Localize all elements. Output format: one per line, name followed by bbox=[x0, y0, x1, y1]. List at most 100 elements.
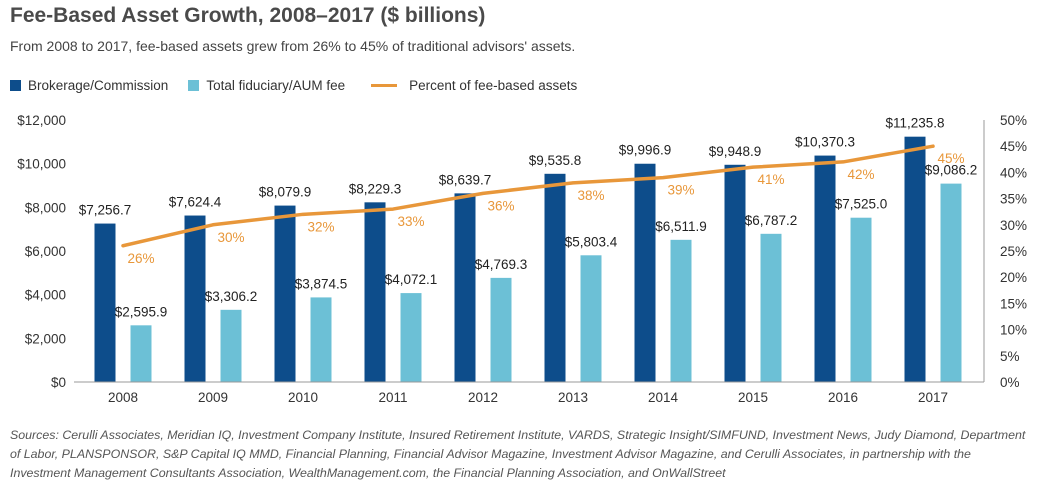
x-tick-label: 2009 bbox=[198, 390, 228, 405]
data-label-fiduciary: $6,511.9 bbox=[655, 219, 707, 234]
y2-tick-label: 30% bbox=[1000, 218, 1027, 233]
line-point-percent bbox=[301, 212, 305, 216]
legend-swatch-percent bbox=[371, 83, 398, 87]
data-label-fiduciary: $6,787.2 bbox=[745, 213, 798, 228]
line-point-percent bbox=[751, 165, 755, 169]
bar-brokerage bbox=[184, 215, 206, 382]
bar-fiduciary bbox=[400, 293, 422, 382]
series-line-percent bbox=[121, 144, 935, 248]
bar-brokerage bbox=[364, 202, 386, 382]
data-label-fiduciary: $7,525.0 bbox=[835, 197, 888, 212]
data-label-percent: 30% bbox=[217, 230, 244, 245]
y2-tick-label: 5% bbox=[1000, 349, 1020, 364]
data-label-fiduciary: $2,595.9 bbox=[115, 304, 168, 319]
bar-fiduciary bbox=[220, 309, 242, 382]
bar-brokerage bbox=[814, 155, 836, 382]
data-label-fiduciary: $3,306.2 bbox=[205, 289, 258, 304]
line-point-percent bbox=[841, 160, 845, 164]
y2-tick-label: 20% bbox=[1000, 270, 1027, 285]
sources-note: Sources: Cerulli Associates, Meridian IQ… bbox=[10, 428, 1026, 480]
data-label-percent: 33% bbox=[397, 214, 424, 229]
data-label-fiduciary: $5,803.4 bbox=[565, 234, 618, 249]
data-label-brokerage: $8,079.9 bbox=[259, 185, 312, 200]
data-label-fiduciary: $9,086.2 bbox=[925, 163, 978, 178]
bar-brokerage bbox=[724, 164, 746, 382]
bar-fiduciary bbox=[760, 233, 782, 382]
chart-title: Fee-Based Asset Growth, 2008–2017 ($ bil… bbox=[10, 4, 486, 27]
x-tick-label: 2014 bbox=[648, 390, 679, 405]
data-label-fiduciary: $4,072.1 bbox=[385, 272, 438, 287]
line-point-percent bbox=[211, 223, 215, 227]
y2-tick-label: 10% bbox=[1000, 323, 1027, 338]
data-label-brokerage: $11,235.8 bbox=[885, 116, 944, 131]
y-tick-label: $10,000 bbox=[17, 157, 66, 172]
y2-tick-label: 40% bbox=[1000, 165, 1027, 180]
bar-brokerage bbox=[544, 173, 566, 382]
data-label-percent: 26% bbox=[127, 251, 154, 266]
y-tick-label: $8,000 bbox=[25, 200, 66, 215]
bar-fiduciary bbox=[310, 297, 332, 382]
bar-brokerage bbox=[454, 193, 476, 382]
y2-tick-label: 25% bbox=[1000, 244, 1027, 259]
y-tick-label: $6,000 bbox=[25, 244, 66, 259]
x-tick-label: 2008 bbox=[108, 390, 138, 405]
legend-item-fiduciary: Total fiduciary/AUM fee bbox=[188, 78, 345, 93]
line-point-percent bbox=[121, 244, 125, 248]
data-label-brokerage: $9,535.8 bbox=[529, 153, 582, 168]
x-tick-label: 2016 bbox=[828, 390, 858, 405]
bar-brokerage bbox=[274, 205, 296, 382]
legend-item-percent: Percent of fee-based assets bbox=[371, 78, 577, 93]
chart-legend: Brokerage/Commission Total fiduciary/AUM… bbox=[10, 75, 577, 95]
line-point-percent bbox=[481, 191, 485, 195]
data-label-percent: 42% bbox=[847, 167, 874, 182]
bar-fiduciary bbox=[940, 183, 962, 382]
x-tick-label: 2012 bbox=[468, 390, 498, 405]
data-label-fiduciary: $3,874.5 bbox=[295, 276, 348, 291]
data-label-brokerage: $10,370.3 bbox=[795, 135, 855, 150]
line-point-percent bbox=[931, 144, 935, 148]
bar-fiduciary bbox=[490, 277, 512, 382]
bar-fiduciary bbox=[670, 239, 692, 382]
data-label-percent: 41% bbox=[757, 172, 784, 187]
bar-fiduciary bbox=[130, 325, 152, 382]
legend-swatch-brokerage bbox=[10, 79, 21, 91]
x-tick-label: 2011 bbox=[378, 390, 407, 405]
bar-brokerage bbox=[94, 223, 116, 382]
x-tick-label: 2017 bbox=[918, 390, 948, 405]
legend-swatch-fiduciary bbox=[188, 79, 200, 91]
y2-tick-label: 35% bbox=[1000, 192, 1027, 207]
bar-brokerage bbox=[634, 163, 656, 382]
data-label-brokerage: $7,256.7 bbox=[79, 203, 132, 218]
data-label-percent: 38% bbox=[577, 188, 604, 203]
x-tick-label: 2015 bbox=[738, 390, 768, 405]
data-label-brokerage: $8,639.7 bbox=[439, 172, 492, 187]
x-tick-label: 2013 bbox=[558, 390, 588, 405]
y-tick-label: $0 bbox=[51, 375, 66, 390]
bar-brokerage bbox=[904, 136, 926, 382]
legend-label-fiduciary: Total fiduciary/AUM fee bbox=[206, 77, 346, 93]
data-label-brokerage: $9,948.9 bbox=[709, 144, 762, 159]
chart-plot: $0 $2,000 $4,000 $6,000 $8,000 $10,000 $12,000… bbox=[17, 113, 1027, 405]
legend-label-percent: Percent of fee-based assets bbox=[409, 77, 578, 93]
y2-tick-label: 15% bbox=[1000, 296, 1027, 311]
bar-fiduciary bbox=[580, 255, 602, 382]
data-label-percent: 36% bbox=[487, 198, 514, 213]
data-label-brokerage: $8,229.3 bbox=[349, 181, 402, 196]
line-point-percent bbox=[391, 207, 395, 211]
data-label-percent: 45% bbox=[937, 151, 964, 166]
data-label-fiduciary: $4,769.3 bbox=[475, 257, 528, 272]
y2-tick-label: 0% bbox=[1000, 375, 1020, 390]
data-label-brokerage: $7,624.4 bbox=[169, 195, 222, 210]
line-point-percent bbox=[661, 176, 665, 180]
legend-item-brokerage: Brokerage/Commission bbox=[10, 78, 168, 93]
chart-subtitle: From 2008 to 2017, fee-based assets grew… bbox=[10, 38, 576, 54]
x-tick-label: 2010 bbox=[288, 390, 318, 405]
data-label-brokerage: $9,996.9 bbox=[619, 143, 672, 158]
data-label-percent: 32% bbox=[307, 219, 334, 234]
legend-label-brokerage: Brokerage/Commission bbox=[28, 77, 169, 93]
y2-tick-label: 50% bbox=[1000, 113, 1027, 128]
data-label-percent: 39% bbox=[667, 183, 694, 198]
y2-tick-label: 45% bbox=[1000, 139, 1027, 154]
y-tick-label: $12,000 bbox=[17, 113, 66, 128]
y-tick-label: $4,000 bbox=[25, 288, 66, 303]
